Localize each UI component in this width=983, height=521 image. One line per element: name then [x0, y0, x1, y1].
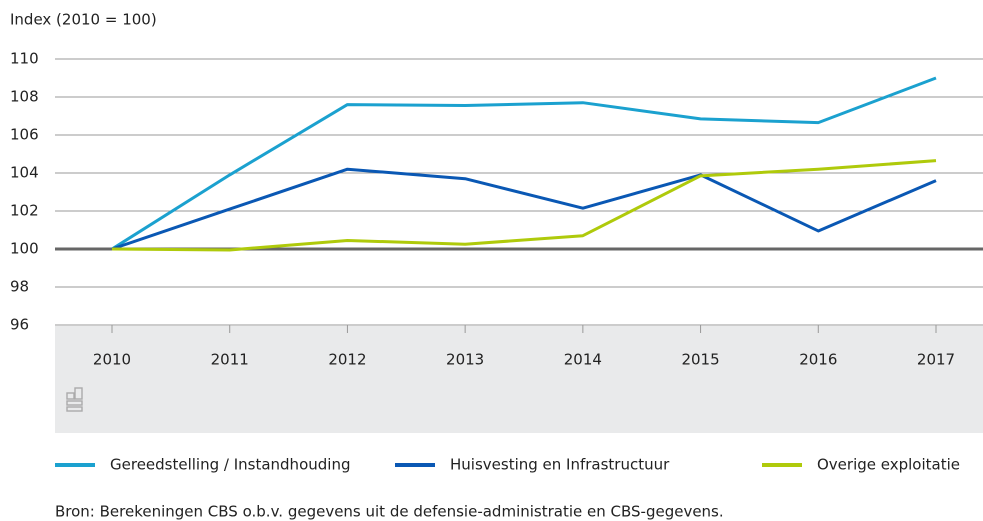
legend-label: Gereedstelling / Instandhouding [110, 456, 350, 474]
cbs-logo [66, 387, 83, 412]
series-line [111, 167, 937, 251]
y-axis-label: Index (2010 = 100) [10, 11, 157, 29]
series-line [111, 76, 937, 251]
x-tick-label: 2016 [799, 351, 837, 369]
source: Bron: Berekeningen CBS o.b.v. gegevens u… [55, 503, 724, 521]
y-tick-label: 96 [10, 316, 29, 334]
y-tick-label: 108 [10, 88, 39, 106]
y-tick-label: 104 [10, 164, 39, 182]
y-tick-label: 102 [10, 202, 39, 220]
y-tick-label: 110 [10, 50, 39, 68]
x-tick-label: 2015 [681, 351, 719, 369]
legend-label: Overige exploitatie [817, 456, 960, 474]
x-tick-label: 2013 [446, 351, 484, 369]
y-tick-label: 98 [10, 278, 29, 296]
x-axis-band [55, 326, 983, 433]
x-tick-label: 2014 [564, 351, 602, 369]
legend-label: Huisvesting en Infrastructuur [450, 456, 670, 474]
x-tick-label: 2017 [917, 351, 955, 369]
x-tick-label: 2010 [93, 351, 131, 369]
x-tick-label: 2011 [211, 351, 249, 369]
x-tick-label: 2012 [328, 351, 366, 369]
series-line [111, 159, 937, 252]
y-tick-label: 100 [10, 240, 39, 258]
y-tick-label: 106 [10, 126, 39, 144]
